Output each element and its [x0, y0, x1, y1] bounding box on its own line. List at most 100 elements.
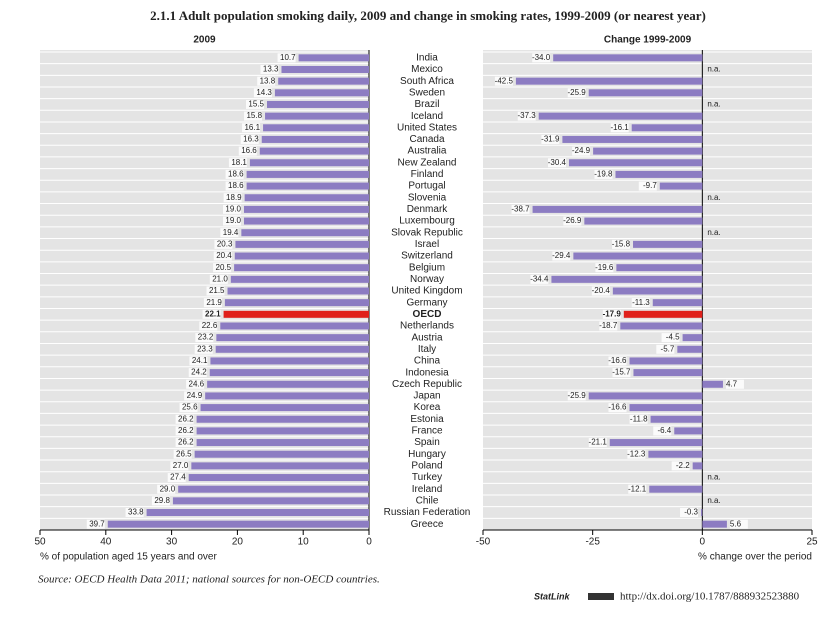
- bar: [220, 322, 369, 330]
- value-label-bg: [225, 169, 244, 179]
- value-label: -29.4: [552, 251, 571, 260]
- value-label-bg: [260, 64, 279, 74]
- value-label-bg: [225, 181, 244, 191]
- statlink-label: StatLink: [534, 591, 570, 601]
- value-label-bg: [277, 53, 296, 63]
- value-label-bg: [209, 274, 228, 284]
- value-label-bg: [661, 333, 680, 343]
- value-label-bg: [627, 449, 646, 459]
- bar: [629, 404, 703, 412]
- value-label: 15.8: [246, 111, 262, 120]
- value-label: 21.5: [209, 286, 225, 295]
- bar: [682, 334, 703, 342]
- value-label: 26.2: [178, 438, 194, 447]
- value-label: -9.7: [643, 181, 657, 190]
- bar: [224, 299, 369, 307]
- category-label: New Zealand: [398, 157, 457, 168]
- category-label: Japan: [413, 391, 440, 402]
- category-label: Luxembourg: [399, 216, 455, 227]
- value-label-bg: [203, 298, 222, 308]
- value-label: 33.8: [128, 508, 144, 517]
- value-label: 13.8: [260, 76, 276, 85]
- value-label-bg: [631, 298, 650, 308]
- value-label: 22.6: [202, 321, 218, 330]
- value-label-bg: [612, 368, 631, 378]
- value-label: 5.6: [730, 519, 742, 528]
- value-label: -16.1: [610, 123, 629, 132]
- value-label-bg: [186, 379, 205, 389]
- value-label-bg: [242, 123, 261, 133]
- bar: [538, 112, 703, 120]
- bar: [659, 182, 703, 190]
- value-label: -37.3: [517, 111, 536, 120]
- category-label: OECD: [413, 309, 442, 320]
- category-label: Mexico: [411, 64, 443, 75]
- category-label: Australia: [408, 146, 447, 157]
- category-label: Sweden: [409, 87, 445, 98]
- value-label-bg: [588, 438, 607, 448]
- value-label-bg: [246, 99, 265, 109]
- value-label: -6.4: [657, 426, 671, 435]
- bar: [210, 357, 369, 365]
- bar: [551, 275, 703, 283]
- category-label: Greece: [411, 519, 444, 530]
- value-label-bg: [244, 111, 263, 121]
- value-label: -15.8: [612, 239, 631, 248]
- category-label: Switzerland: [401, 251, 453, 262]
- bar: [209, 369, 369, 377]
- bar: [612, 287, 703, 295]
- bar: [274, 89, 369, 97]
- category-label: Spain: [414, 437, 440, 448]
- value-label-bg: [656, 344, 675, 354]
- value-label: -15.7: [612, 368, 631, 377]
- value-label: -5.7: [661, 344, 675, 353]
- bar: [265, 112, 369, 120]
- category-label: Netherlands: [400, 321, 454, 332]
- bar: [652, 299, 703, 307]
- category-label: Hungary: [408, 449, 446, 460]
- value-label-bg: [199, 321, 218, 331]
- value-label-bg: [184, 391, 203, 401]
- value-label-bg: [173, 449, 192, 459]
- x-tick-label: 10: [298, 537, 310, 548]
- value-label: -42.5: [495, 76, 514, 85]
- source-note: Source: OECD Health Data 2011; national …: [38, 574, 380, 586]
- value-label-bg: [213, 263, 232, 273]
- value-label: 16.3: [243, 135, 259, 144]
- bar: [196, 427, 369, 435]
- bar: [230, 275, 369, 283]
- value-label-bg: [595, 263, 614, 273]
- bar: [616, 264, 703, 272]
- value-label-bg: [517, 111, 536, 121]
- value-label: 18.9: [226, 193, 242, 202]
- value-label-bg: [202, 309, 221, 319]
- value-label-bg: [222, 216, 241, 226]
- value-label: 19.4: [223, 228, 239, 237]
- value-label: -18.7: [599, 321, 618, 330]
- bar: [223, 310, 369, 318]
- value-label-bg: [594, 169, 613, 179]
- bar: [196, 439, 369, 447]
- value-label-bg: [653, 426, 672, 436]
- x-tick-label: 30: [166, 537, 178, 548]
- category-label: Russian Federation: [384, 507, 471, 518]
- bar: [205, 392, 369, 400]
- value-label-bg: [629, 414, 648, 424]
- category-label: Poland: [411, 461, 442, 472]
- value-label: -25.9: [567, 391, 586, 400]
- bar: [677, 345, 703, 353]
- value-label-bg: [671, 461, 690, 471]
- bar: [194, 450, 369, 458]
- bar: [633, 369, 703, 377]
- x-axis-label: % change over the period: [698, 552, 812, 563]
- x-tick-label: -25: [585, 537, 600, 548]
- bar: [234, 252, 369, 260]
- category-label: China: [414, 356, 441, 367]
- value-label-bg: [188, 368, 207, 378]
- x-tick-label: -50: [476, 537, 491, 548]
- bar: [298, 54, 369, 62]
- bar: [243, 217, 369, 225]
- value-label: -4.5: [666, 333, 680, 342]
- value-label: -26.9: [563, 216, 582, 225]
- bar: [692, 462, 703, 470]
